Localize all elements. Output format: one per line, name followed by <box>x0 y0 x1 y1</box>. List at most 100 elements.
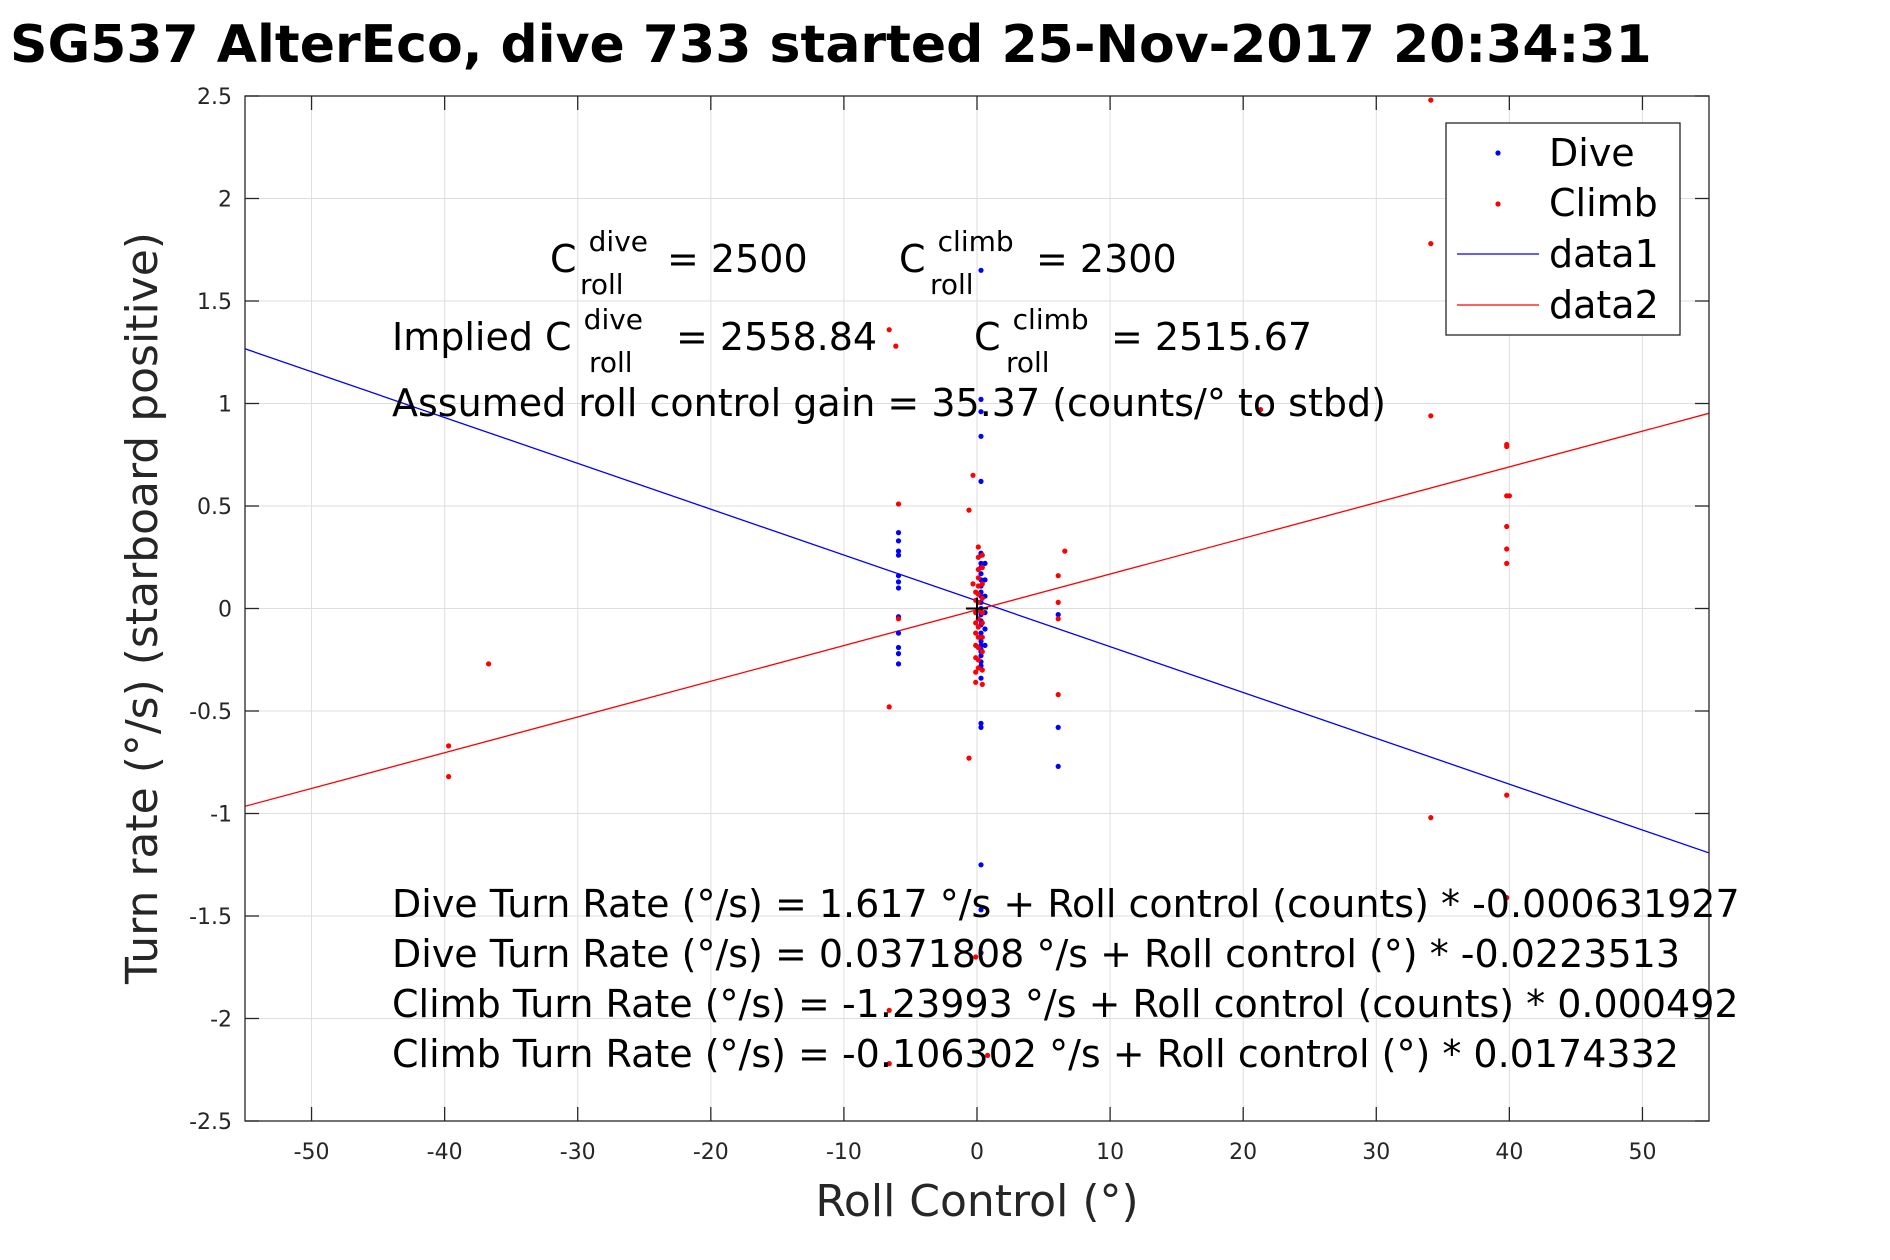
x-tick-label: 0 <box>970 1140 984 1165</box>
climb-point <box>1055 599 1061 606</box>
c-climb-sub: roll <box>930 268 974 301</box>
climb-point <box>1504 523 1510 530</box>
climb-point <box>446 774 452 780</box>
dive-point <box>978 720 984 726</box>
climb-point <box>975 575 981 581</box>
dive-point <box>895 538 902 544</box>
legend-label-climb: Climb <box>1549 181 1658 225</box>
c-dive-value: = 2500 <box>667 237 808 281</box>
implied-dive-sub: roll <box>589 346 633 379</box>
y-tick-labels: 2.5 2 1.5 1 0.5 0 -0.5 -1 -1.5 -2 -2.5 <box>189 85 232 1135</box>
climb-point <box>886 1061 892 1067</box>
implied-climb-prefix: C <box>974 315 1001 359</box>
climb-point <box>979 552 985 558</box>
climb-point <box>1504 792 1510 798</box>
climb-point <box>1428 413 1434 419</box>
climb-point <box>975 566 981 573</box>
climb-point <box>979 667 985 673</box>
axis-ticks <box>245 95 1709 1122</box>
climb-point <box>886 704 892 710</box>
x-tick-label: -20 <box>693 1140 729 1165</box>
dive-point <box>895 530 902 536</box>
y-tick-label: -2 <box>210 1008 232 1033</box>
dive-point <box>895 585 902 591</box>
x-tick-label: 10 <box>1096 1140 1124 1165</box>
y-tick-label: -1.5 <box>189 905 232 930</box>
y-tick-label: -2.5 <box>189 1110 232 1135</box>
dive-point <box>978 653 984 659</box>
implied-dive-sup: dive <box>584 303 643 336</box>
legend-label-data1: data1 <box>1549 232 1659 276</box>
dive-point <box>1055 612 1061 618</box>
climb-point <box>1504 546 1510 552</box>
dive-point <box>978 675 984 681</box>
climb-point <box>973 679 979 685</box>
dive-point <box>982 642 988 649</box>
dive-point <box>978 396 984 402</box>
annotation-c-dive: C dive roll = 2500 <box>550 216 808 303</box>
climb-point <box>975 554 981 560</box>
climb-point <box>979 620 985 626</box>
climb-point <box>973 669 979 675</box>
implied-climb-value: = 2515.67 <box>1111 315 1312 359</box>
dive-point <box>978 950 984 956</box>
legend-label-dive: Dive <box>1549 131 1635 175</box>
implied-dive-value: = 2558.84 <box>676 315 877 359</box>
climb-point <box>973 954 979 960</box>
climb-point <box>975 634 981 640</box>
climb-point <box>975 624 981 630</box>
c-dive-sup: dive <box>589 225 648 258</box>
c-climb-value: = 2300 <box>1036 237 1177 281</box>
climb-point <box>486 661 492 667</box>
climb-point <box>1257 407 1264 413</box>
climb-point <box>979 634 985 640</box>
legend-label-data2: data2 <box>1549 283 1659 327</box>
implied-dive-lead: Implied C <box>392 315 572 359</box>
x-tick-label: 30 <box>1362 1140 1390 1165</box>
fit-equation-3: Climb Turn Rate (°/s) = -1.23993 °/s + R… <box>392 982 1739 1026</box>
x-tick-labels: -50 -40 -30 -20 -10 0 10 20 30 40 50 <box>294 1140 1657 1165</box>
climb-point <box>979 610 985 616</box>
dive-point <box>895 573 902 579</box>
climb-point <box>985 1052 991 1058</box>
climb-point <box>970 581 976 587</box>
dive-point <box>978 630 984 636</box>
y-tick-label: 1.5 <box>197 290 232 315</box>
dive-point <box>978 571 984 577</box>
dive-point <box>978 638 984 644</box>
x-tick-label: -10 <box>826 1140 862 1165</box>
y-tick-label: -0.5 <box>189 700 232 725</box>
c-dive-prefix: C <box>550 237 577 281</box>
dive-point <box>895 661 902 667</box>
climb-point <box>979 581 985 587</box>
climb-point <box>1428 815 1434 821</box>
data-points <box>446 97 1512 1067</box>
climb-point <box>979 595 985 601</box>
dive-point <box>895 552 902 558</box>
climb-point <box>973 630 979 636</box>
legend-marker-dive <box>1495 150 1501 156</box>
climb-point <box>966 755 972 761</box>
climb-point <box>1055 616 1061 622</box>
c-dive-sub: roll <box>580 268 624 301</box>
dive-point <box>978 433 984 439</box>
dive-point <box>895 630 902 636</box>
x-tick-label: -30 <box>560 1140 596 1165</box>
dive-point <box>982 560 988 567</box>
x-axis-label: Roll Control (°) <box>815 1176 1138 1227</box>
x-tick-label: 20 <box>1229 1140 1257 1165</box>
climb-point <box>1428 241 1434 247</box>
y-tick-label: 1 <box>218 393 232 418</box>
climb-point <box>886 327 892 333</box>
climb-point <box>1504 895 1510 901</box>
climb-point <box>979 649 985 655</box>
implied-climb-sub: roll <box>1006 346 1050 379</box>
c-climb-prefix: C <box>899 237 926 281</box>
dive-point <box>978 409 984 415</box>
climb-point <box>970 472 976 478</box>
y-tick-label: 2.5 <box>197 85 232 110</box>
dive-point <box>982 626 988 632</box>
x-tick-label: 50 <box>1628 1140 1656 1165</box>
fit-equation-1: Dive Turn Rate (°/s) = 1.617 °/s + Roll … <box>392 882 1740 926</box>
